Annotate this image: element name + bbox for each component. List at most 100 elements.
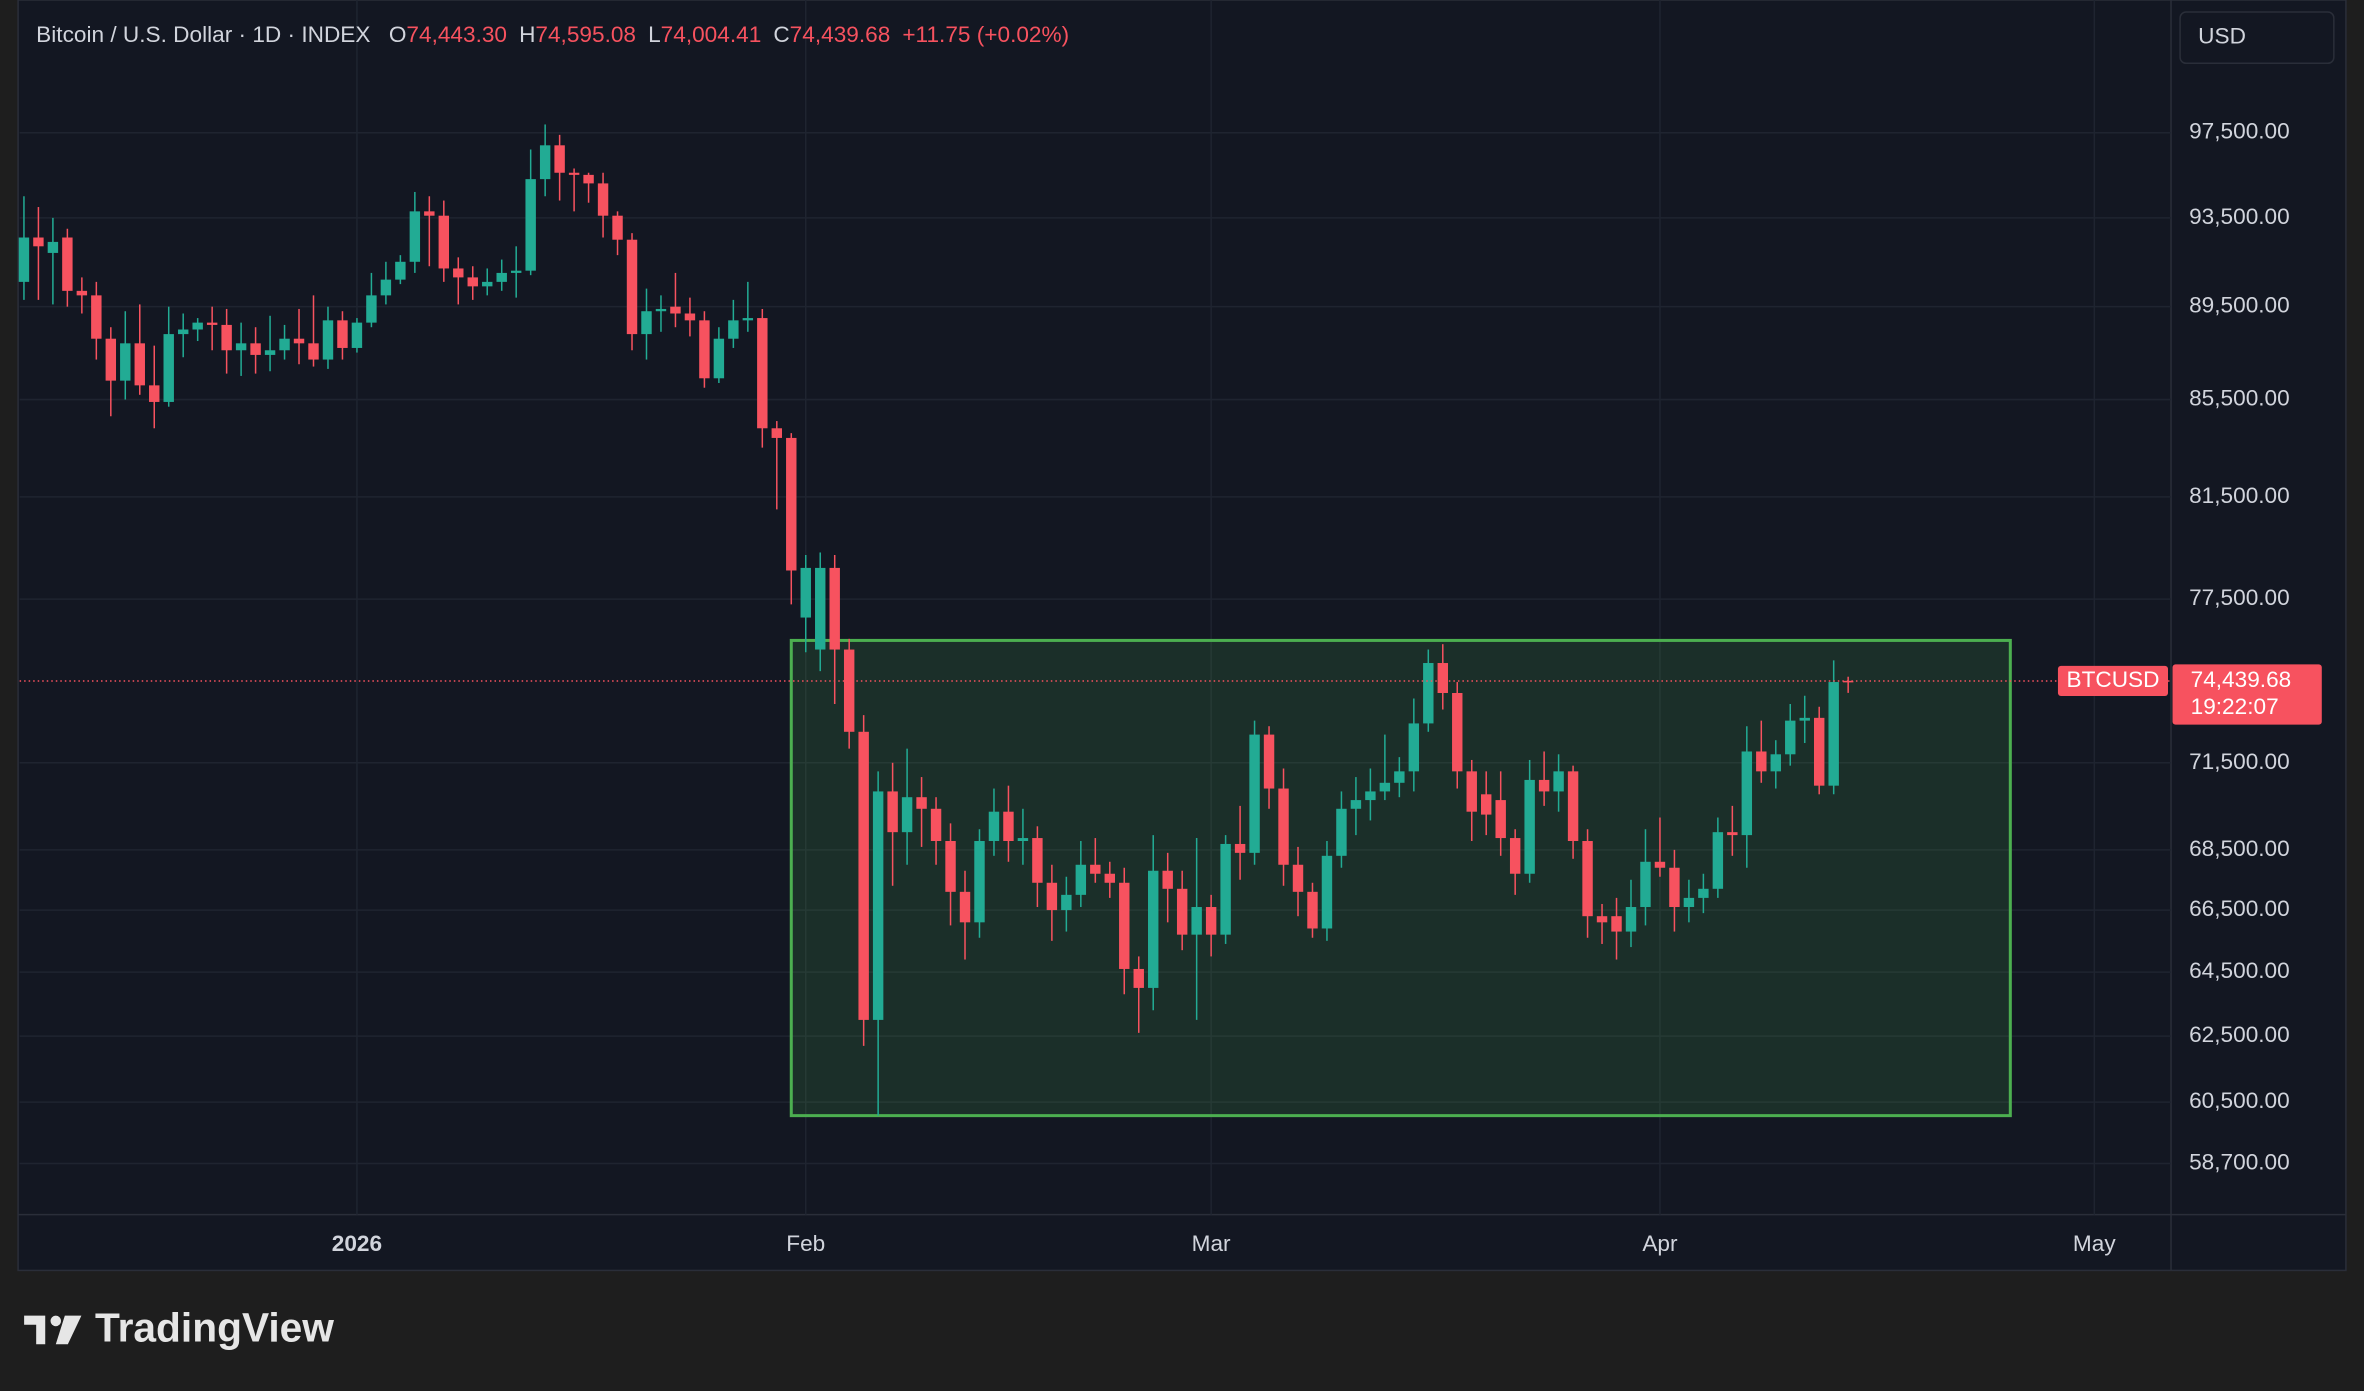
candle-body [583,174,594,184]
x-tick-label: Feb [786,1231,825,1256]
candle-body [1307,891,1318,929]
candle-body [438,215,450,269]
candle-body [1698,888,1709,898]
x-tick-label: Mar [1192,1231,1231,1256]
candle-body [453,268,464,278]
candle-body [322,320,334,360]
candle-body [1640,861,1651,908]
candle-body [1567,771,1579,842]
candle-body [424,211,435,216]
candle-body [395,261,406,280]
candle-body [988,811,1000,842]
candle-body [1292,864,1304,892]
candle-body [554,145,565,173]
candle-body [916,797,927,809]
candle-body [1336,808,1347,856]
x-tick-label: 2026 [332,1231,382,1256]
candle-body [829,567,840,650]
candle-body [177,329,189,335]
candle-body [308,343,319,360]
candle-body [1582,841,1593,917]
y-tick-label: 66,500.00 [2189,896,2290,921]
y-tick-label: 77,500.00 [2189,585,2290,610]
candle-body [1234,843,1246,853]
candle-body [1683,897,1695,908]
candle-body [1104,873,1115,883]
candle-body [47,241,59,253]
candle-body [1220,843,1231,935]
candle-body [1379,782,1391,792]
y-tick-label: 97,500.00 [2189,119,2290,144]
candle-body [1017,838,1029,842]
candle-body [1654,861,1666,868]
candle-body [1452,692,1463,772]
candle-body [1176,888,1188,935]
candle-body [1003,811,1014,842]
candle-body [684,313,696,321]
candle-body [206,322,218,325]
symbol-tag [2057,665,2169,697]
symbol-title: Bitcoin / U.S. Dollar · 1D · INDEX [36,22,370,47]
legend-change: +11.75 (+0.02%) [902,22,1069,47]
y-tick-label: 93,500.00 [2189,204,2290,229]
candle-body [1756,751,1767,772]
candle-body [670,306,681,314]
candle-body [482,281,493,287]
candle-body [1481,794,1492,815]
candle-body [337,320,348,348]
candle-body [380,279,392,296]
candle-body [264,350,276,355]
candle-body [293,338,305,344]
y-tick-label: 85,500.00 [2189,386,2290,411]
candle-body [1799,717,1810,721]
legend-value: 74,443.30 [406,22,507,47]
candle-body [120,343,131,381]
candle-body [18,237,30,282]
candle-body [366,295,377,323]
candle-body [1553,771,1564,792]
candle-body [1032,838,1043,883]
candle-body [858,731,869,1020]
candle-body [1133,968,1144,988]
candle-body [192,322,203,330]
candle-body [742,318,754,321]
candle-body [815,567,826,650]
y-tick-label: 58,700.00 [2189,1149,2290,1174]
candle-body [713,338,725,379]
candle-body [1423,663,1434,724]
candle-body [1785,720,1796,755]
candle-body [1625,907,1637,932]
candle-body [467,277,478,287]
candle-body [76,290,88,296]
candle-body [1249,734,1260,853]
candle-body [568,172,580,175]
candle-body [887,791,898,833]
y-tick-label: 62,500.00 [2189,1022,2290,1047]
candle-body [134,343,145,386]
candle-body [1408,723,1420,772]
candle-body [945,841,956,892]
candle-body [1813,717,1825,786]
range-box [789,638,2012,1118]
brand: TradingView [95,1304,334,1350]
logo-icon [24,1315,46,1345]
candle-body [757,318,768,429]
y-tick-label: 81,500.00 [2189,483,2290,508]
candle-body [1148,870,1159,988]
candle-body [539,145,551,180]
candle-body [655,308,667,312]
candle-body [1741,751,1753,836]
currency-box[interactable] [2179,11,2335,65]
candle-body [872,791,884,1020]
price-tag [2172,664,2322,725]
candle-body [1205,907,1217,935]
candle-body [105,338,117,381]
candle-body [1495,800,1506,839]
candle-body [1596,916,1608,923]
candle-body [1524,779,1535,874]
candle-body [1263,734,1275,789]
y-tick-label: 89,500.00 [2189,293,2290,318]
candle-body [1119,882,1130,969]
currency[interactable]: USD [2198,24,2246,49]
